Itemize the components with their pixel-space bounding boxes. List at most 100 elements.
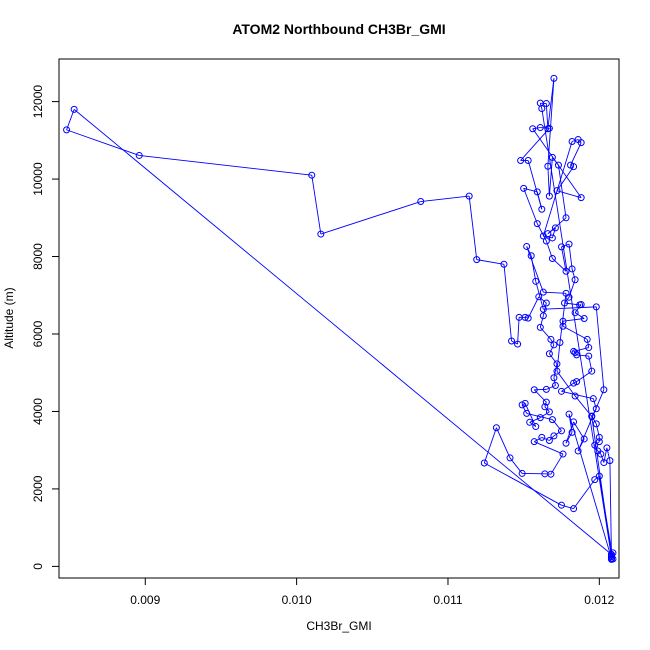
series-line-segment xyxy=(574,304,582,313)
data-point xyxy=(518,469,526,477)
data-point xyxy=(545,437,553,445)
data-point xyxy=(585,352,593,360)
data-point xyxy=(308,171,316,179)
data-point xyxy=(559,322,567,330)
data-point xyxy=(524,314,532,322)
series-line-segment xyxy=(562,318,585,322)
data-point xyxy=(548,234,556,242)
data-point xyxy=(556,339,564,347)
series-line-segment xyxy=(565,421,575,444)
series-line-segment xyxy=(529,417,541,423)
x-tick-label: 0.009 xyxy=(130,593,160,607)
data-point xyxy=(592,303,600,311)
data-point xyxy=(539,312,547,320)
data-point xyxy=(562,267,570,275)
data-point xyxy=(565,410,573,418)
data-point xyxy=(603,444,611,452)
series-line-segment xyxy=(550,453,564,475)
series-line-segment xyxy=(546,385,556,390)
data-point xyxy=(527,252,535,260)
data-point xyxy=(521,313,529,321)
data-point xyxy=(570,418,578,426)
data-point xyxy=(544,162,552,170)
series-line-segment xyxy=(552,419,562,432)
series-line-segment xyxy=(503,264,512,342)
data-point xyxy=(595,438,603,446)
series-line-segment xyxy=(532,127,541,130)
y-tick-label: 12000 xyxy=(31,85,45,119)
series-line-segment xyxy=(476,259,505,265)
data-point xyxy=(570,379,578,387)
series-line-segment xyxy=(556,166,574,191)
data-point xyxy=(595,472,603,480)
data-point xyxy=(570,505,578,513)
data-point xyxy=(588,367,596,375)
series-line-segment xyxy=(570,142,582,166)
series-line-segment xyxy=(600,453,605,463)
y-axis-label: Altitude (m) xyxy=(2,287,16,348)
series-line-segment xyxy=(553,377,556,386)
series-line-segment xyxy=(556,190,582,199)
series-line-segment xyxy=(517,317,520,345)
data-point xyxy=(557,427,565,435)
data-point xyxy=(508,337,516,345)
data-point xyxy=(551,382,559,390)
data-point xyxy=(607,554,615,562)
data-point xyxy=(545,124,553,132)
x-axis-label: CH3Br_GMI xyxy=(306,619,371,633)
data-point xyxy=(574,447,582,455)
data-point xyxy=(465,192,473,200)
series-line-segment xyxy=(468,196,478,260)
series-line-segment xyxy=(558,165,567,218)
data-point xyxy=(571,276,579,284)
data-point xyxy=(607,552,615,560)
series-line-segment xyxy=(568,414,612,559)
series-line-segment xyxy=(539,327,552,340)
data-point xyxy=(541,470,549,478)
series-line-segment xyxy=(576,354,589,357)
data-point xyxy=(135,151,143,159)
series-line-segment xyxy=(535,281,544,310)
series-line-segment xyxy=(529,421,537,427)
series-line-segment xyxy=(534,437,543,443)
data-point xyxy=(553,360,561,368)
series-line-segment xyxy=(484,462,562,506)
series-line-segment xyxy=(483,427,497,464)
data-point xyxy=(571,392,579,400)
data-point xyxy=(480,459,488,467)
data-point xyxy=(553,367,561,375)
data-point xyxy=(592,405,600,413)
x-tick-label: 0.010 xyxy=(282,593,312,607)
series-line-segment xyxy=(139,154,312,176)
data-point xyxy=(532,277,540,285)
data-point xyxy=(548,153,556,161)
series-line-segment xyxy=(568,244,573,269)
data-point xyxy=(547,335,555,343)
series-line-segment xyxy=(532,128,582,198)
data-point xyxy=(542,100,550,108)
data-point xyxy=(583,335,591,343)
data-point xyxy=(536,124,544,132)
data-point xyxy=(550,341,558,349)
data-point xyxy=(542,299,550,307)
y-tick-label: 6000 xyxy=(31,320,45,347)
data-point xyxy=(562,289,570,297)
series-line-segment xyxy=(547,166,550,197)
series-line-segment xyxy=(526,412,553,421)
data-point xyxy=(548,254,556,262)
series-line-segment xyxy=(595,306,605,390)
series-line-segment xyxy=(562,325,588,340)
series-line-segment xyxy=(543,291,567,294)
series-line-segment xyxy=(603,447,608,463)
series-line-segment xyxy=(66,109,75,131)
data-point xyxy=(554,161,562,169)
series-line-segment xyxy=(609,460,612,555)
series-line-segment xyxy=(551,227,556,239)
data-point xyxy=(533,188,541,196)
data-point xyxy=(492,424,500,432)
data-point xyxy=(557,243,565,251)
data-point xyxy=(606,457,614,465)
data-point xyxy=(545,408,553,416)
data-point xyxy=(600,459,608,467)
series-line-segment xyxy=(520,128,550,161)
